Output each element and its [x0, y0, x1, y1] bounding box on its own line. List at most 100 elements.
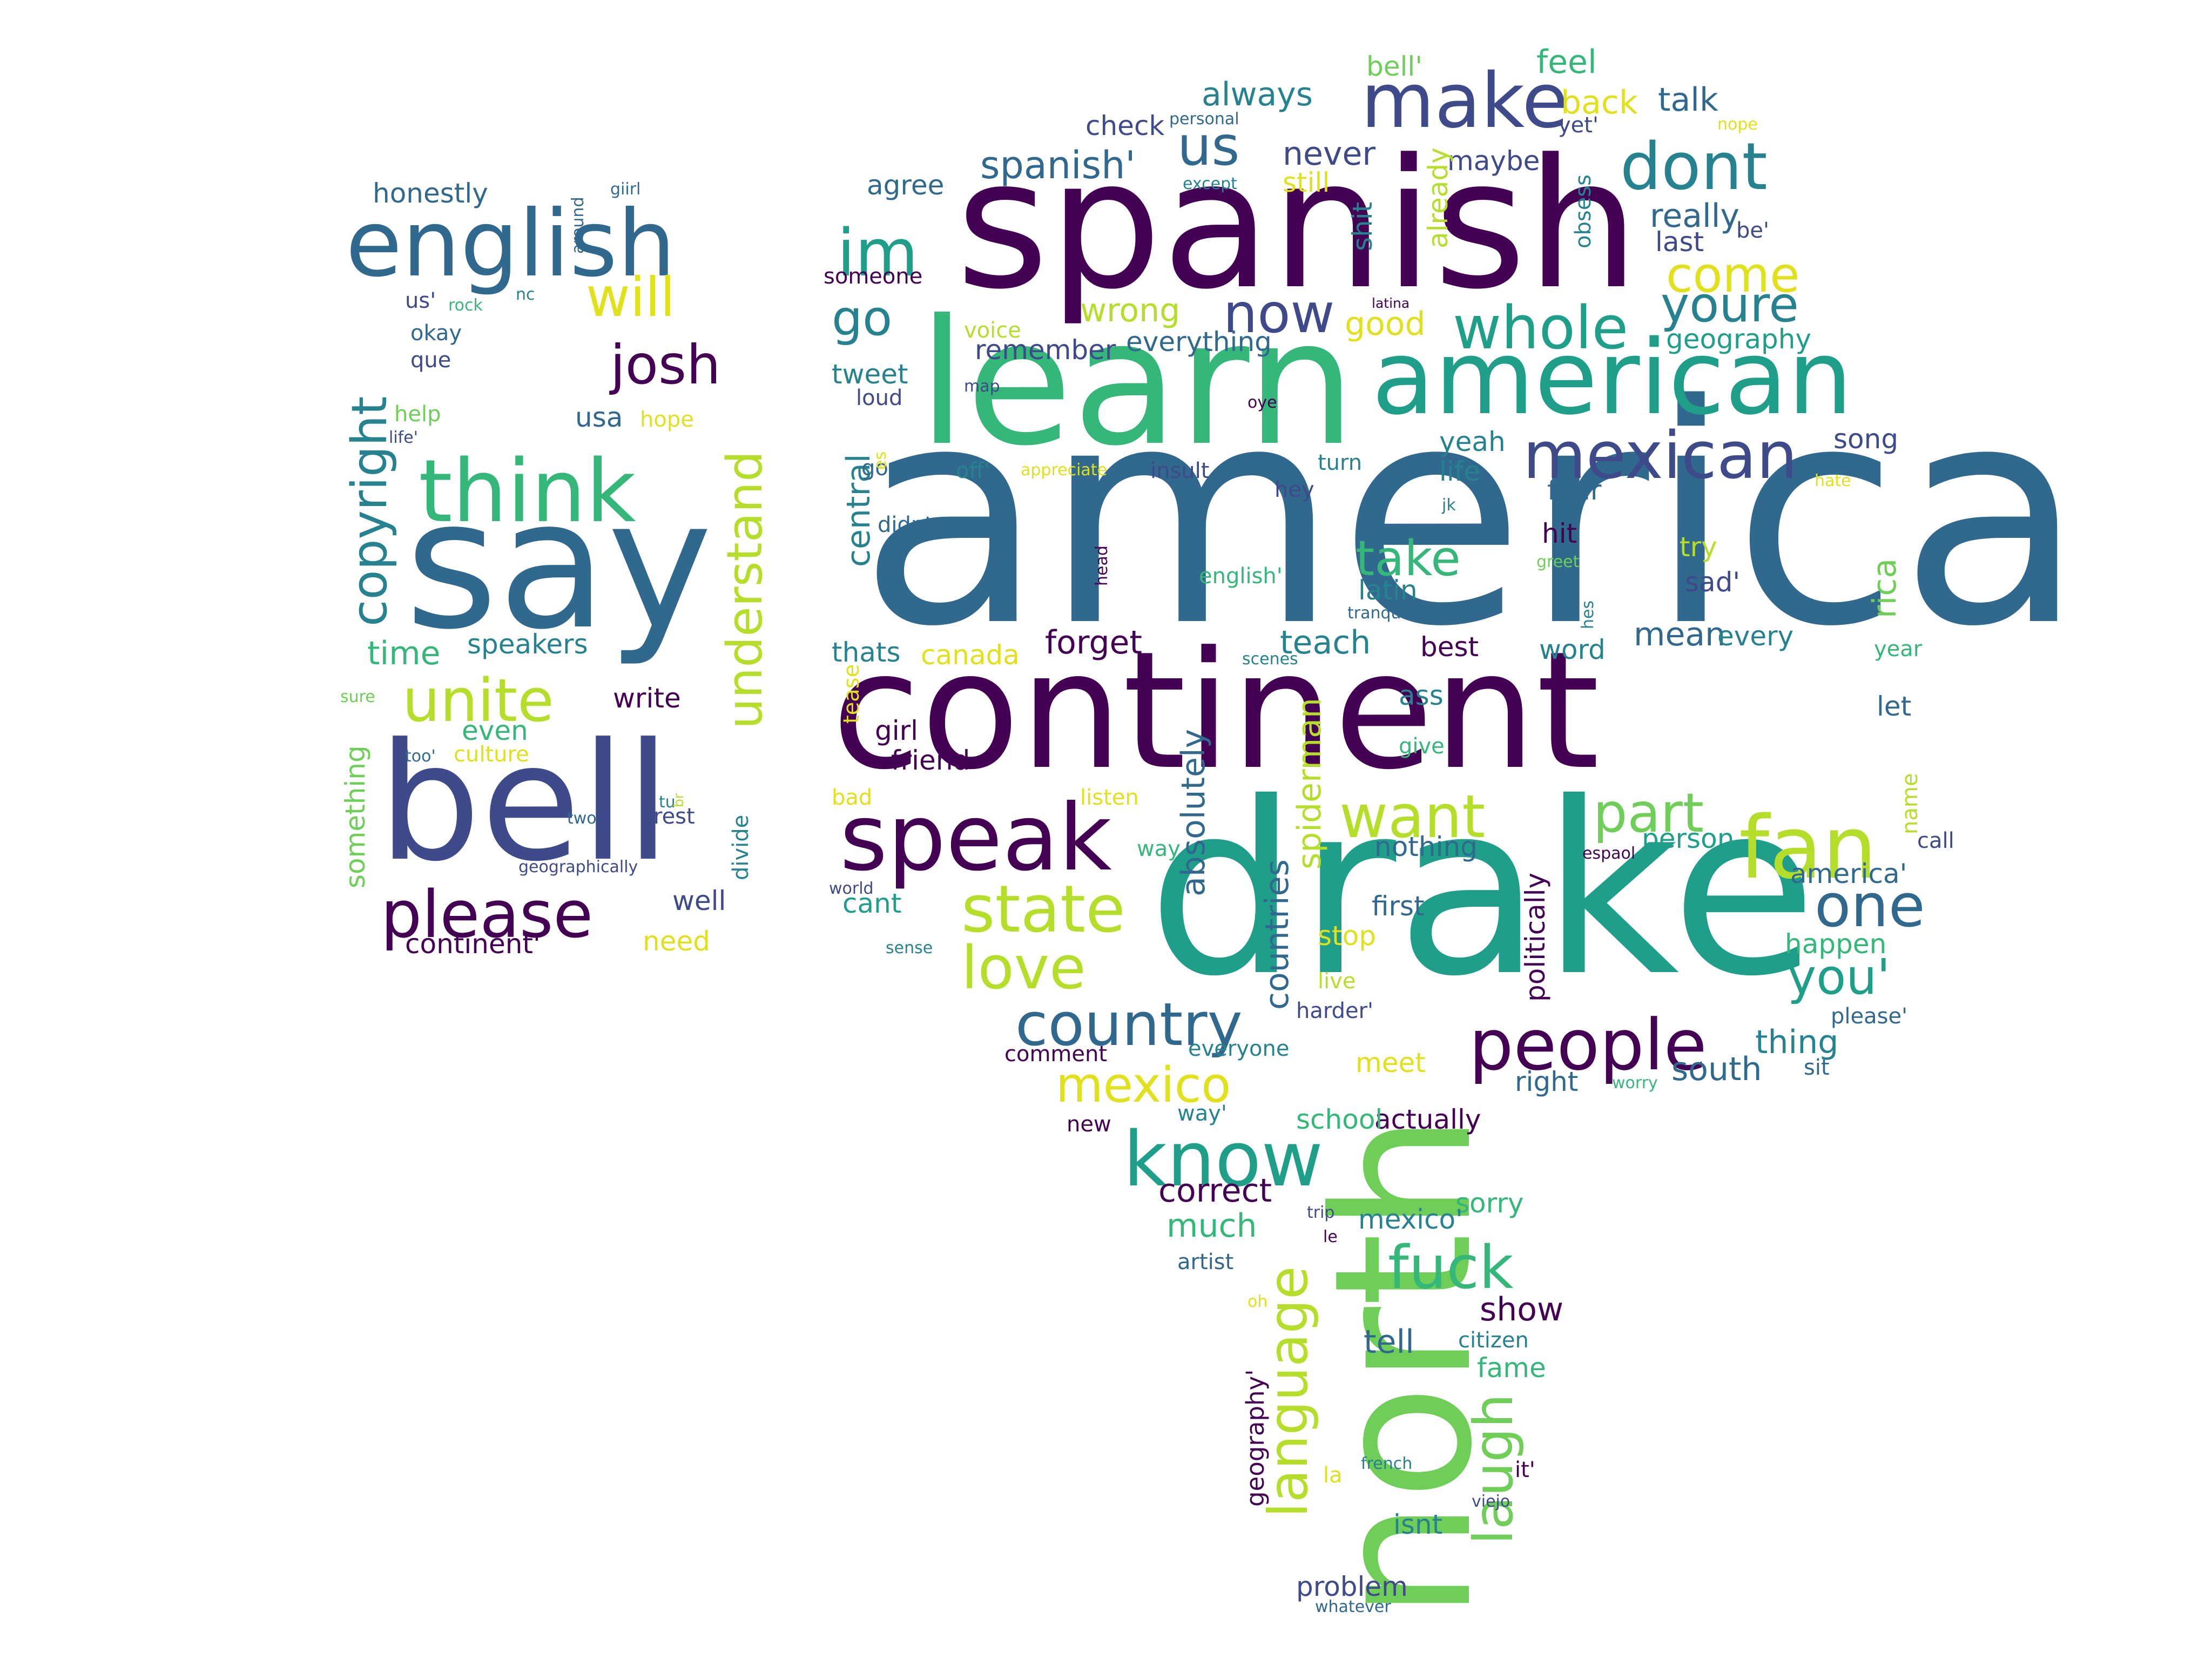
cloud-word: us' [405, 288, 436, 313]
cloud-word: live [1318, 969, 1356, 994]
cloud-word: say [405, 461, 712, 669]
cloud-word: check [1085, 110, 1164, 141]
cloud-word: french [1361, 1454, 1412, 1473]
cloud-word: latina [1372, 295, 1410, 311]
cloud-word: show [1480, 1291, 1563, 1328]
cloud-word: best [1420, 631, 1479, 663]
cloud-word: someone [824, 264, 922, 289]
cloud-word: two [567, 809, 597, 828]
cloud-word: actually [1374, 1104, 1481, 1135]
cloud-word: will [586, 266, 675, 329]
cloud-word: hey [1274, 477, 1314, 502]
cloud-word: learn [918, 283, 1356, 484]
cloud-word: fuck [1388, 1233, 1514, 1302]
cloud-word: tu [659, 793, 676, 812]
cloud-word: time [367, 635, 441, 672]
cloud-word: culture [454, 742, 529, 767]
cloud-word: bad [832, 785, 872, 810]
cloud-word: head [1092, 545, 1111, 586]
cloud-word: sure [340, 687, 375, 706]
cloud-word: back [1561, 84, 1638, 122]
cloud-word: copyright [341, 396, 398, 626]
cloud-word: come [1666, 247, 1800, 304]
cloud-word: first [1372, 891, 1425, 922]
cloud-word: trip [1307, 1203, 1334, 1222]
cloud-word: call [1917, 828, 1954, 853]
cloud-word: continent' [405, 928, 541, 960]
cloud-word: english [346, 191, 676, 298]
cloud-word: cant [842, 888, 901, 919]
cloud-word: scenes [1242, 650, 1298, 669]
cloud-word: life' [389, 428, 418, 447]
cloud-word: everyone [1188, 1036, 1289, 1061]
cloud-word: thats [832, 637, 901, 668]
cloud-word: year [1874, 637, 1923, 662]
cloud-word: problem [1296, 1571, 1408, 1602]
cloud-word: es [871, 451, 890, 470]
cloud-word: know [1123, 1116, 1323, 1204]
cloud-word: forget [1045, 624, 1142, 662]
cloud-word: north [1293, 1113, 1514, 1620]
cloud-word: country [1015, 990, 1243, 1059]
cloud-word: rica [1866, 558, 1904, 618]
cloud-word: thing [1755, 1023, 1838, 1061]
cloud-word: whole [1453, 293, 1628, 362]
cloud-word: around [569, 197, 588, 254]
cloud-word: comment [1004, 1042, 1107, 1067]
cloud-word: new [1067, 1112, 1111, 1137]
cloud-word: sit [1804, 1055, 1830, 1080]
cloud-word: continent [832, 617, 1600, 805]
cloud-word: correct [1158, 1172, 1272, 1210]
cloud-word: fan [1739, 797, 1877, 898]
cloud-word: dont [1620, 130, 1768, 205]
cloud-word: oh [1247, 1292, 1267, 1311]
cloud-word: sorry [1455, 1188, 1523, 1219]
cloud-word: please' [1831, 1004, 1907, 1029]
cloud-word: take [1355, 530, 1461, 587]
cloud-word: yeah [1439, 426, 1506, 457]
cloud-word: isnt [1393, 1509, 1442, 1540]
cloud-word: listen [1080, 785, 1139, 810]
cloud-word: school [1296, 1104, 1382, 1135]
cloud-word: people [1469, 1004, 1707, 1086]
cloud-word: tell [1364, 1323, 1414, 1361]
cloud-word: english' [1199, 564, 1283, 589]
cloud-word: never [1283, 135, 1375, 173]
cloud-word: be' [1736, 218, 1769, 243]
cloud-word: song [1833, 423, 1898, 455]
cloud-word: usa [575, 402, 623, 433]
cloud-word: canada [921, 639, 1020, 671]
cloud-word: oye [1247, 393, 1277, 412]
cloud-word: already [1422, 147, 1454, 248]
cloud-word: word [1539, 634, 1606, 665]
cloud-word: spanish' [980, 143, 1136, 187]
cloud-word: happen [1785, 928, 1886, 960]
cloud-word: america [859, 341, 2085, 693]
cloud-word: giirl [610, 180, 640, 199]
cloud-word: give [1399, 734, 1445, 759]
cloud-word: speakers [467, 629, 588, 660]
cloud-word: want [1339, 782, 1485, 851]
cloud-word: map [964, 377, 1000, 396]
cloud-word: every [1717, 621, 1793, 652]
cloud-word: please [381, 878, 593, 953]
cloud-word: voice [964, 318, 1021, 343]
cloud-word: nc [516, 285, 535, 304]
cloud-word: sad' [1685, 567, 1740, 598]
cloud-word: off' [956, 458, 990, 483]
cloud-word: make [1361, 57, 1568, 145]
cloud-word: speak [840, 785, 1112, 892]
cloud-word: four [1547, 475, 1602, 506]
cloud-word: feel [1536, 43, 1597, 81]
cloud-word: good [1345, 305, 1426, 343]
cloud-word: obsess [1571, 174, 1596, 248]
cloud-word: politically [1520, 873, 1551, 1002]
cloud-word: bell [378, 709, 671, 897]
cloud-word: nope [1717, 115, 1758, 134]
cloud-word: espaol [1582, 844, 1635, 863]
cloud-word: understand [717, 451, 773, 729]
cloud-word: loud [856, 386, 902, 410]
cloud-word: divide [729, 815, 753, 880]
